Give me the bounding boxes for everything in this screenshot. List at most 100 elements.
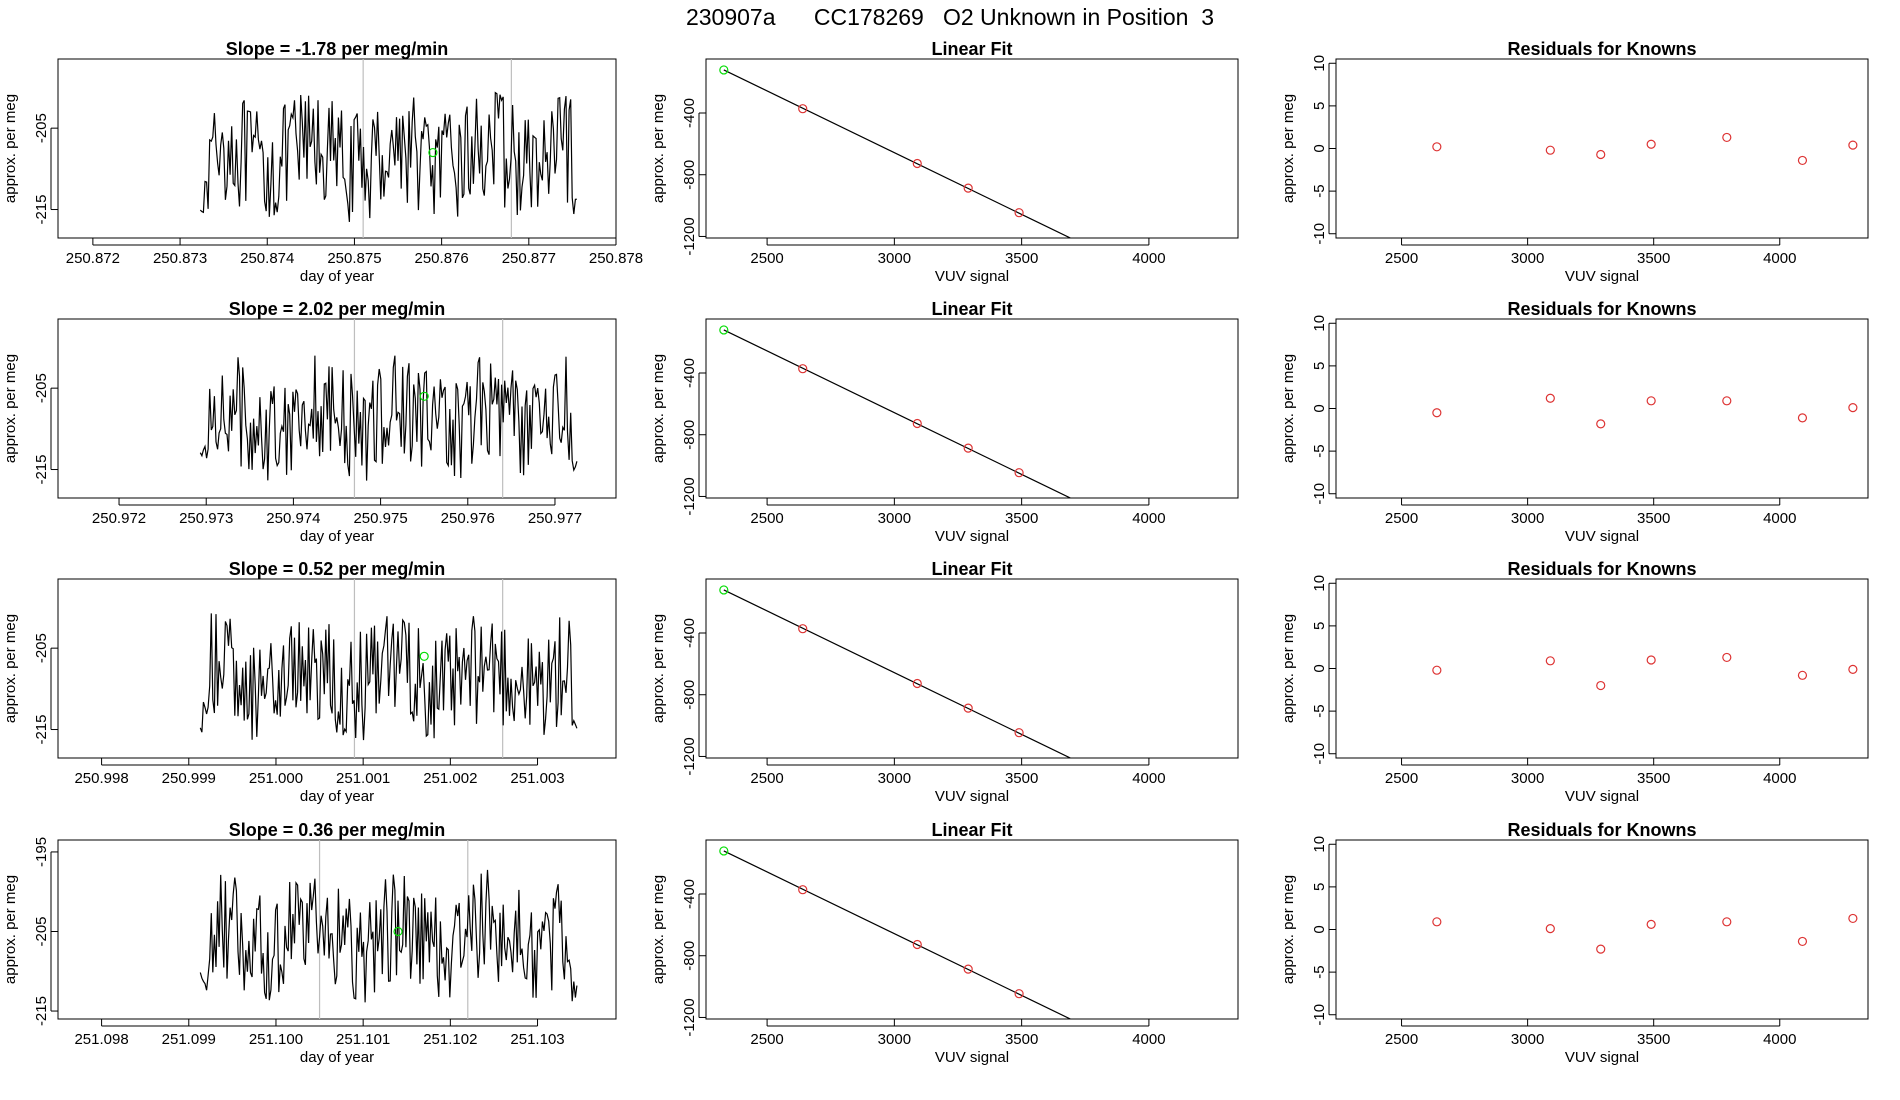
y-tick-label: -215: [33, 195, 50, 225]
panel-4-1: Slope = 0.36 per meg/min 251.098 251.099 25…: [2, 820, 617, 1066]
x-tick-label: 250.973: [179, 510, 233, 527]
y-axis-label: approx. per meg: [650, 614, 667, 723]
x-axis-label: day of year: [300, 268, 374, 285]
y-tick-label: -10: [1311, 483, 1328, 505]
residual-point: [1646, 655, 1656, 665]
x-tick-label: 3500: [1637, 1031, 1670, 1048]
x-tick-label: 250.972: [92, 510, 146, 527]
y-tick-label: 5: [1311, 102, 1328, 110]
x-tick-label: 4000: [1132, 250, 1165, 267]
x-tick-label: 3000: [1511, 250, 1544, 267]
known-point: [1168, 543, 1176, 551]
plot-frame: [1335, 578, 1869, 759]
residual-point: [1432, 665, 1442, 675]
panel-title: Residuals for Knowns: [1507, 299, 1696, 319]
known-point: [1014, 468, 1024, 478]
x-tick-label: 250.976: [441, 510, 495, 527]
x-axis-label: day of year: [300, 788, 374, 805]
known-point: [1014, 728, 1024, 738]
x-tick-label: 251.003: [510, 770, 564, 787]
x-tick-label: 250.974: [266, 510, 320, 527]
x-tick-label: 251.001: [336, 770, 390, 787]
x-tick-label: 3000: [878, 250, 911, 267]
residual-point: [1797, 936, 1808, 947]
unknown-point: [719, 585, 729, 595]
y-tick-label: 10: [1311, 315, 1328, 332]
x-axis-label: VUV signal: [1565, 268, 1639, 285]
x-tick-label: 3000: [1511, 770, 1544, 787]
x-axis-label: VUV signal: [935, 1049, 1009, 1066]
plot-area: [199, 319, 578, 498]
y-tick-label: -215: [33, 715, 50, 745]
panel-title: Slope = -1.78 per meg/min: [226, 39, 449, 59]
known-point: [963, 703, 973, 713]
y-tick-label: 10: [1311, 836, 1328, 853]
y-tick-label: -400: [681, 618, 698, 648]
panel-1-2: Linear Fit 2500 3000 3500 4000 VUV signal -400…: [650, 39, 1239, 285]
x-tick-label: 3500: [1637, 770, 1670, 787]
residual-point: [1545, 393, 1555, 403]
known-point: [1219, 828, 1227, 836]
panel-2-1: Slope = 2.02 per meg/min 250.972 250.973 25…: [2, 299, 617, 545]
panel-title: Slope = 0.52 per meg/min: [229, 559, 446, 579]
x-tick-label: 3500: [1637, 250, 1670, 267]
x-tick-label: 250.876: [415, 250, 469, 267]
y-axis-label: approx. per meg: [2, 354, 19, 463]
fit-line: [723, 69, 1072, 238]
plot-area: [719, 325, 1227, 576]
x-tick-label: 2500: [1385, 770, 1418, 787]
x-tick-label: 4000: [1763, 1031, 1796, 1048]
x-tick-label: 250.877: [502, 250, 556, 267]
y-tick-label: -10: [1311, 223, 1328, 245]
x-tick-label: 3500: [1005, 510, 1038, 527]
y-tick-label: 0: [1311, 404, 1328, 412]
x-tick-label: 2500: [750, 250, 783, 267]
residual-point: [1722, 132, 1732, 143]
known-point: [1014, 208, 1024, 218]
y-tick-label: -215: [33, 455, 50, 485]
panel-title: Linear Fit: [931, 559, 1012, 579]
y-axis-label: approx. per meg: [2, 875, 19, 984]
y-tick-label: -205: [33, 916, 50, 946]
known-point: [912, 418, 922, 429]
y-tick-label: 10: [1311, 575, 1328, 592]
known-point: [1219, 568, 1227, 576]
x-tick-label: 250.875: [327, 250, 381, 267]
y-tick-label: 5: [1311, 622, 1328, 630]
known-point: [1168, 1064, 1176, 1072]
residual-point: [1596, 419, 1606, 429]
x-tick-label: 4000: [1132, 1031, 1165, 1048]
residual-point: [1432, 917, 1442, 927]
plot-frame: [705, 578, 1239, 759]
y-axis-label: approx. per meg: [650, 94, 667, 203]
plot-frame: [705, 318, 1239, 499]
x-tick-label: 3500: [1005, 1031, 1038, 1048]
residual-point: [1722, 652, 1732, 663]
panel-title: Slope = 2.02 per meg/min: [229, 299, 446, 319]
x-axis-label: VUV signal: [1565, 1049, 1639, 1066]
residual-point: [1722, 396, 1732, 406]
x-tick-label: 251.100: [249, 1031, 303, 1048]
fit-line: [723, 329, 1072, 498]
x-axis-label: VUV signal: [1565, 528, 1639, 545]
unknown-mean-marker: [393, 926, 403, 937]
residual-point: [1596, 680, 1606, 691]
x-tick-label: 250.975: [353, 510, 407, 527]
plot-frame: [57, 318, 617, 499]
panel-3-3: Residuals for Knowns 2500 3000 3500 4000 VUV …: [1280, 559, 1869, 805]
y-tick-label: -215: [33, 996, 50, 1026]
known-point: [798, 885, 808, 895]
known-point: [1091, 506, 1099, 514]
panel-title: Residuals for Knowns: [1507, 39, 1696, 59]
panel-title: Residuals for Knowns: [1507, 559, 1696, 579]
y-tick-label: -800: [681, 680, 698, 710]
x-tick-label: 251.103: [510, 1031, 564, 1048]
known-point: [1091, 1027, 1099, 1035]
y-tick-label: -1200: [681, 998, 698, 1036]
y-tick-label: -5: [1311, 444, 1328, 457]
x-tick-label: 251.000: [249, 770, 303, 787]
known-point: [1219, 1089, 1227, 1097]
residual-point: [1797, 155, 1808, 166]
x-tick-label: 2500: [1385, 250, 1418, 267]
